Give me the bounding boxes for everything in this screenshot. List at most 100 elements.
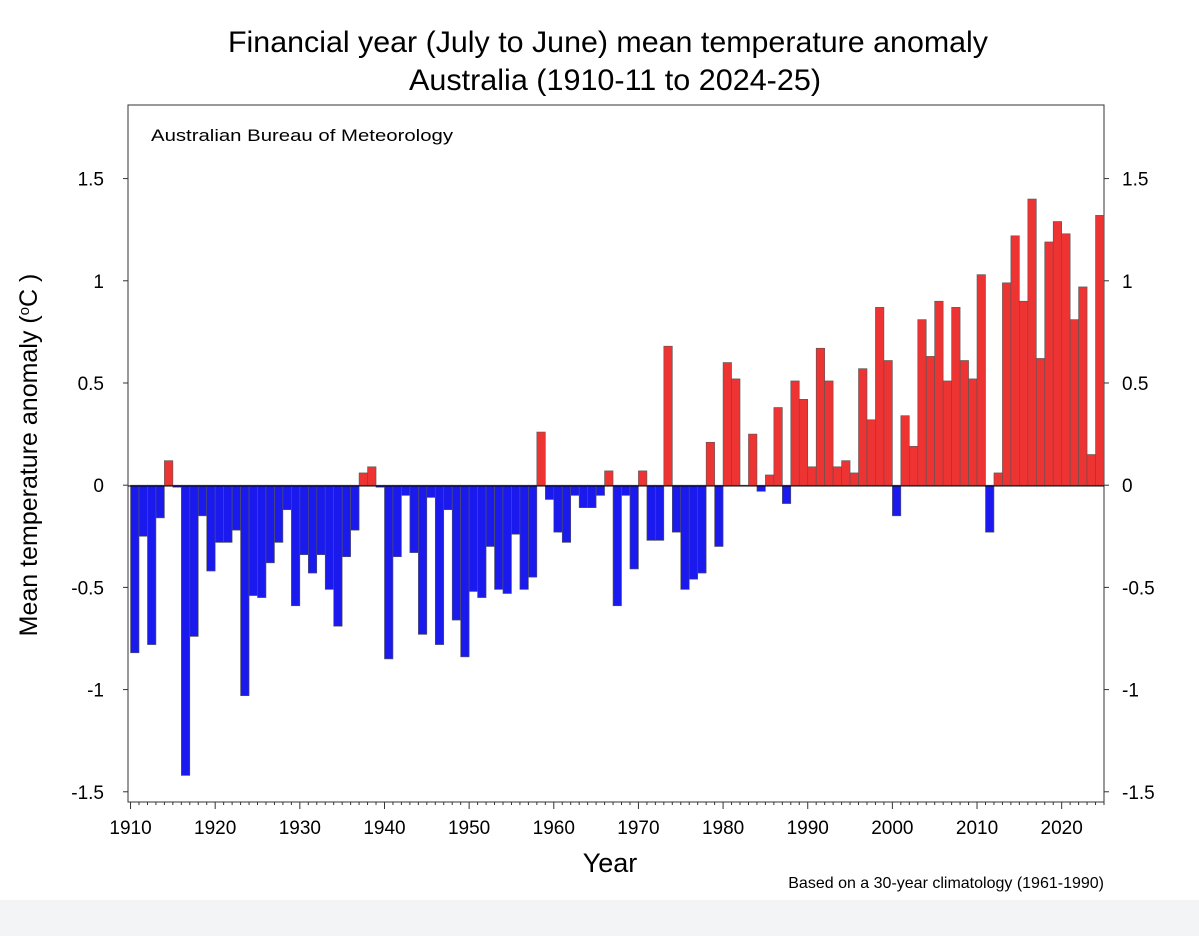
bar-2021 <box>1069 319 1079 486</box>
bar-1952 <box>485 484 495 547</box>
y-axis-label: Mean temperature anomaly (oC ) <box>15 274 43 637</box>
bar-1990 <box>807 466 817 486</box>
bar-2024 <box>1095 215 1105 486</box>
x-tick-label: 1970 <box>617 818 659 839</box>
bar-1996 <box>858 368 868 486</box>
bar-2010 <box>976 274 986 486</box>
y-tick-label-left: -0.5 <box>71 578 104 599</box>
bar-1972 <box>655 484 665 541</box>
x-tick-label: 1950 <box>448 818 490 839</box>
bar-1913 <box>155 484 165 519</box>
bar-1953 <box>494 484 504 590</box>
bar-1949 <box>460 484 470 658</box>
bar-1936 <box>350 484 360 531</box>
bar-1971 <box>646 484 656 541</box>
bar-1958 <box>536 431 546 486</box>
bar-1977 <box>697 484 707 574</box>
y-axis-label-part-2: C ) <box>15 274 43 307</box>
bar-1944 <box>418 484 428 635</box>
bar-1914 <box>164 460 174 486</box>
x-tick-label: 1980 <box>702 818 744 839</box>
bar-1961 <box>561 484 572 543</box>
bar-1979 <box>714 484 724 547</box>
bar-1968 <box>621 484 631 496</box>
bar-1962 <box>570 484 580 496</box>
bar-1992 <box>824 380 834 486</box>
y-axis-label-part-1: Mean temperature anomaly ( <box>15 315 43 637</box>
bar-2013 <box>1002 282 1012 486</box>
x-tick-label: 1910 <box>109 818 151 839</box>
x-axis-label: Year <box>583 848 638 878</box>
bar-1937 <box>358 472 368 486</box>
bar-1923 <box>240 484 250 697</box>
bar-1957 <box>528 484 538 578</box>
y-tick-label-left: 1.5 <box>78 170 104 191</box>
bar-1974 <box>671 484 682 533</box>
bar-1926 <box>265 484 275 564</box>
bar-1910 <box>130 484 140 654</box>
bar-2002 <box>909 446 919 486</box>
bar-1988 <box>790 380 800 486</box>
x-tick-label: 1920 <box>194 818 236 839</box>
bar-1919 <box>206 484 216 572</box>
bar-1954 <box>502 484 512 594</box>
chart-svg: Financial year (July to June) mean tempe… <box>15 26 1155 892</box>
bar-1932 <box>316 484 326 555</box>
bar-1976 <box>688 484 698 580</box>
bar-1927 <box>274 484 284 543</box>
bar-1948 <box>451 484 461 621</box>
y-axis-label-superscript: o <box>16 307 33 315</box>
bar-2015 <box>1019 300 1029 486</box>
bar-1967 <box>612 484 622 607</box>
x-tick-label: 1940 <box>363 818 405 839</box>
source-label: Australian Bureau of Meteorology <box>151 126 454 145</box>
bar-1963 <box>578 484 588 508</box>
bar-1925 <box>257 484 267 598</box>
x-tick-label: 1990 <box>787 818 829 839</box>
x-tick-label: 2000 <box>871 818 913 839</box>
bar-1980 <box>722 362 732 486</box>
footer-band <box>0 900 1199 936</box>
bar-2004 <box>925 356 935 486</box>
bar-2009 <box>968 378 978 486</box>
bar-1917 <box>189 484 199 637</box>
bar-1959 <box>545 484 555 500</box>
bar-1998 <box>875 307 885 486</box>
y-tick-label-left: 1 <box>93 272 104 293</box>
bar-1938 <box>367 466 377 486</box>
y-tick-label-left: 0 <box>93 476 104 497</box>
bar-2011 <box>985 484 995 533</box>
bar-1912 <box>147 484 157 645</box>
bar-1942 <box>401 484 411 496</box>
bar-1935 <box>341 484 351 558</box>
bar-1931 <box>307 484 318 574</box>
bar-1950 <box>468 484 478 592</box>
bar-1951 <box>477 484 487 598</box>
bar-1941 <box>392 484 402 558</box>
bar-2003 <box>917 319 927 486</box>
x-tick-label: 2020 <box>1041 818 1083 839</box>
bar-1945 <box>426 484 436 498</box>
bar-1964 <box>587 484 597 508</box>
bar-1994 <box>841 460 851 486</box>
bar-1924 <box>248 484 258 596</box>
bar-1999 <box>883 360 893 486</box>
bar-2006 <box>942 380 952 486</box>
bar-1916 <box>181 484 191 776</box>
bar-2008 <box>959 360 969 486</box>
bar-1983 <box>748 433 758 486</box>
bar-2020 <box>1061 233 1071 486</box>
bar-1911 <box>138 484 148 537</box>
bar-2001 <box>900 415 910 486</box>
bar-2014 <box>1010 235 1020 486</box>
bar-1997 <box>866 419 876 486</box>
y-tick-label-right: 1.5 <box>1122 170 1148 191</box>
bar-1970 <box>638 470 648 486</box>
bar-1987 <box>782 484 792 504</box>
bar-1922 <box>231 484 241 531</box>
bar-1956 <box>519 484 529 590</box>
x-tick-label: 1960 <box>533 818 575 839</box>
bar-1991 <box>815 347 825 486</box>
bar-1928 <box>282 484 292 511</box>
bar-1940 <box>384 484 394 660</box>
